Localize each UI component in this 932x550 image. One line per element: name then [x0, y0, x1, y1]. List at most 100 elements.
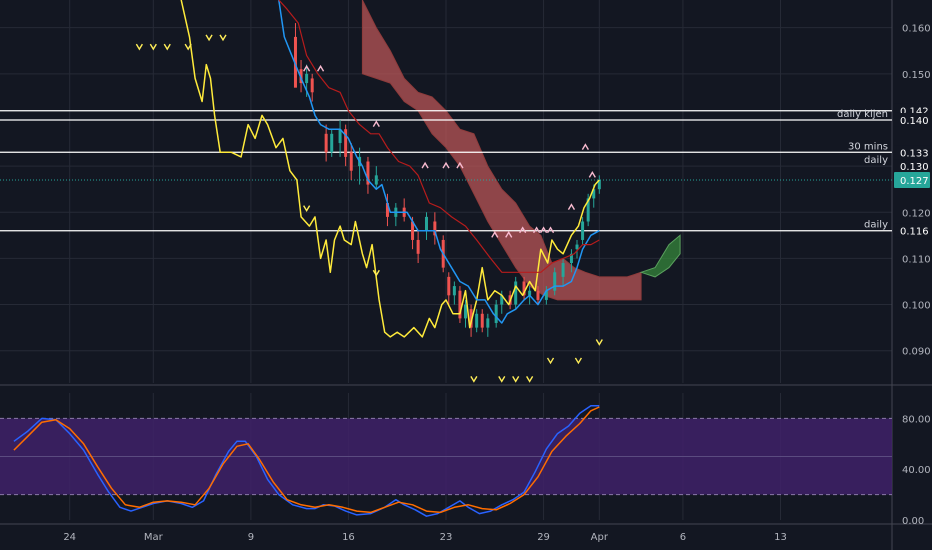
- series-line-yellow: [180, 0, 600, 338]
- up-marker: [567, 203, 576, 211]
- candle: [581, 216, 585, 245]
- candle-body: [464, 304, 468, 319]
- price-tick-label: 0.150: [902, 70, 931, 81]
- candle-body: [330, 133, 334, 153]
- time-tick-label: Mar: [144, 532, 164, 543]
- candle-body: [293, 36, 297, 88]
- candle-body: [569, 253, 573, 264]
- candle: [310, 73, 314, 102]
- down-marker: [526, 376, 534, 383]
- candle: [344, 124, 348, 167]
- candle-body: [305, 73, 309, 84]
- candle: [544, 286, 548, 305]
- time-tick-label: 29: [537, 532, 550, 543]
- up-marker: [539, 226, 548, 234]
- time-tick-label: 16: [342, 532, 355, 543]
- down-marker: [135, 43, 143, 51]
- level-badge-bg: [894, 223, 930, 238]
- up-marker: [581, 143, 589, 151]
- down-marker: [512, 376, 520, 383]
- up-marker: [442, 161, 450, 169]
- price-axis[interactable]: 0.160 0.150 0.140 0.130 0.120 0.110 0.100 0.090…: [894, 24, 931, 527]
- candle-body: [528, 290, 532, 296]
- candle-body: [581, 221, 585, 240]
- candle: [458, 286, 462, 324]
- level-badge-bg: [894, 159, 930, 174]
- candle: [452, 281, 456, 305]
- candle-body: [310, 78, 314, 93]
- level-badge-bg: [894, 145, 930, 160]
- series-line-stoch_d: [13, 406, 600, 514]
- level-badge-label: 0.133: [900, 148, 929, 159]
- candle: [366, 156, 370, 194]
- candle-body: [416, 239, 420, 254]
- time-tick-label: 23: [440, 532, 453, 543]
- candle: [597, 175, 601, 194]
- candle-body: [597, 179, 601, 190]
- bullish-cloud: [639, 234, 681, 278]
- candle: [575, 239, 579, 259]
- up-marker: [316, 64, 325, 72]
- ichimoku-cloud: [361, 0, 681, 301]
- candle-body: [475, 313, 479, 328]
- down-marker: [574, 357, 583, 365]
- candle-body: [338, 129, 342, 144]
- candle: [293, 23, 297, 88]
- candle: [349, 143, 353, 180]
- down-marker: [470, 376, 478, 383]
- candle-body: [575, 244, 579, 250]
- price-tick-label: 0.160: [902, 24, 931, 35]
- up-marker: [421, 161, 429, 169]
- price-tick-label: 0.120: [902, 208, 931, 219]
- time-tick-label: 9: [248, 532, 254, 543]
- last-price-label: 0.127: [900, 176, 929, 187]
- last-price-badge[interactable]: [894, 171, 930, 188]
- candle: [514, 276, 518, 310]
- candle-body: [349, 152, 353, 171]
- bearish-cloud: [361, 0, 642, 301]
- candle: [330, 129, 334, 157]
- candle: [522, 276, 526, 300]
- down-marker: [219, 34, 227, 42]
- up-marker: [303, 64, 311, 72]
- candle: [561, 258, 565, 287]
- candles: [293, 23, 601, 337]
- up-marker: [532, 226, 541, 234]
- down-marker: [498, 376, 506, 383]
- candle-body: [366, 161, 370, 185]
- candle: [338, 119, 342, 157]
- candle-body: [494, 304, 498, 324]
- candle: [447, 272, 451, 305]
- price-level-label: daily kijen: [837, 109, 888, 120]
- candle: [569, 249, 573, 273]
- series-line-darkred: [278, 0, 600, 273]
- level-badge-bg: [894, 112, 930, 127]
- candle: [475, 309, 479, 333]
- candle-body: [553, 272, 557, 291]
- candle: [586, 193, 590, 227]
- candle-body: [486, 318, 490, 328]
- candle-body: [344, 129, 348, 157]
- candle: [424, 212, 428, 240]
- candle: [480, 309, 484, 333]
- time-tick-label: Apr: [591, 532, 609, 543]
- oscillator-tick-label: 0.00: [902, 516, 924, 527]
- candle-body: [536, 290, 540, 300]
- candle-body: [480, 313, 484, 328]
- down-marker: [149, 43, 157, 51]
- candle: [536, 286, 540, 305]
- candle-body: [299, 69, 303, 84]
- down-marker: [595, 339, 603, 346]
- down-marker: [372, 269, 380, 277]
- candle-body: [522, 281, 526, 296]
- time-tick-label: 13: [774, 532, 787, 543]
- up-marker: [505, 230, 513, 238]
- candle-body: [447, 276, 451, 296]
- candle-body: [374, 175, 378, 185]
- time-axis[interactable]: 24 Mar 9 16 23 29 Apr 6 13: [63, 532, 787, 543]
- candle-body: [452, 286, 456, 296]
- candle: [486, 313, 490, 337]
- price-level-label: daily: [864, 220, 888, 231]
- time-tick-label: 6: [680, 532, 686, 543]
